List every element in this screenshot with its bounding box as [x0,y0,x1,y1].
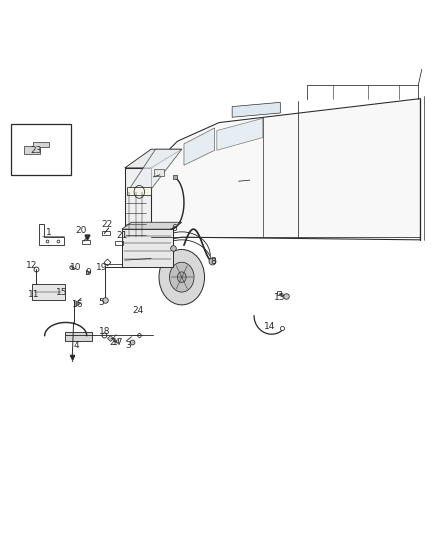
Text: 5: 5 [99,298,105,307]
Polygon shape [129,149,182,189]
Text: 12: 12 [26,261,37,270]
Polygon shape [32,284,65,300]
Text: 14: 14 [264,322,275,330]
Polygon shape [217,118,263,150]
Polygon shape [184,128,215,165]
Polygon shape [125,168,151,261]
Text: 19: 19 [96,263,107,272]
Text: 21: 21 [116,231,127,240]
Polygon shape [232,102,280,117]
Text: 9: 9 [85,269,92,277]
Text: 24: 24 [132,306,144,314]
Polygon shape [127,187,151,195]
Text: 17: 17 [112,338,123,346]
Circle shape [170,262,194,292]
Text: 18: 18 [99,327,110,336]
Bar [11,124,71,175]
Text: 13: 13 [274,293,285,302]
Text: 7: 7 [69,356,75,364]
Polygon shape [122,229,173,266]
Polygon shape [65,332,92,341]
Polygon shape [24,142,49,154]
Text: 6: 6 [171,224,177,232]
Circle shape [159,249,205,305]
Bar [154,169,164,176]
Text: 15: 15 [57,288,68,296]
Text: 4: 4 [74,341,79,350]
Text: 20: 20 [75,226,87,235]
Text: 16: 16 [72,301,84,309]
Circle shape [177,272,186,282]
Text: 8: 8 [211,257,217,265]
Text: 11: 11 [28,290,40,298]
Text: 22: 22 [102,221,113,229]
Polygon shape [125,149,182,168]
Text: 2: 2 [109,338,114,346]
Text: 3: 3 [125,341,131,350]
Text: 1: 1 [46,229,52,237]
Text: 23: 23 [30,146,42,155]
Text: 10: 10 [70,263,81,272]
Polygon shape [151,99,420,243]
Polygon shape [122,222,182,229]
Polygon shape [123,256,182,264]
